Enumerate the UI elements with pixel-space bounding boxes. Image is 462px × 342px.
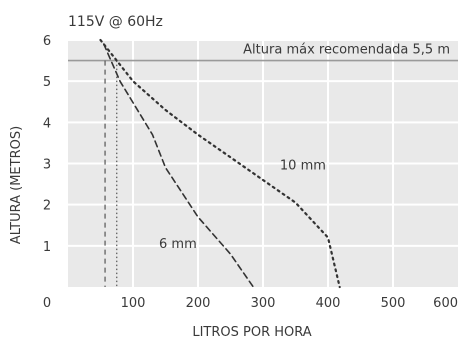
max-height-label: Altura máx recomendada 5,5 m [243, 43, 450, 58]
grid [68, 39, 458, 287]
reference-lines: Altura máx recomendada 5,5 m [68, 43, 458, 287]
y-axis-label: ALTURA (METROS) [9, 126, 24, 244]
series-line [103, 43, 255, 288]
x-axis-label: LITROS POR HORA [192, 325, 311, 340]
x-tick-label: 600 [433, 296, 458, 311]
y-tick-label: 1 [43, 240, 51, 255]
series-label: 10 mm [280, 159, 326, 174]
series-group [99, 38, 341, 289]
x-tick-label: 300 [251, 296, 276, 311]
y-tick-label: 4 [43, 116, 51, 131]
series-line [99, 38, 341, 289]
y-tick-label: 5 [43, 75, 51, 90]
x-tick-label: 100 [121, 296, 146, 311]
labels-group: 0 100 200 300 400 500 600 1 2 3 4 5 6 10 mm 6 mm [43, 34, 458, 311]
y-tick-label: 2 [43, 199, 51, 214]
series-label: 6 mm [159, 237, 197, 252]
y-tick-label: 3 [43, 158, 51, 173]
x-tick-label: 0 [43, 296, 51, 311]
y-tick-label: 6 [43, 34, 51, 49]
x-tick-label: 500 [381, 296, 406, 311]
x-tick-label: 200 [186, 296, 211, 311]
x-tick-label: 400 [316, 296, 341, 311]
chart-subtitle: 115V @ 60Hz [68, 14, 163, 30]
